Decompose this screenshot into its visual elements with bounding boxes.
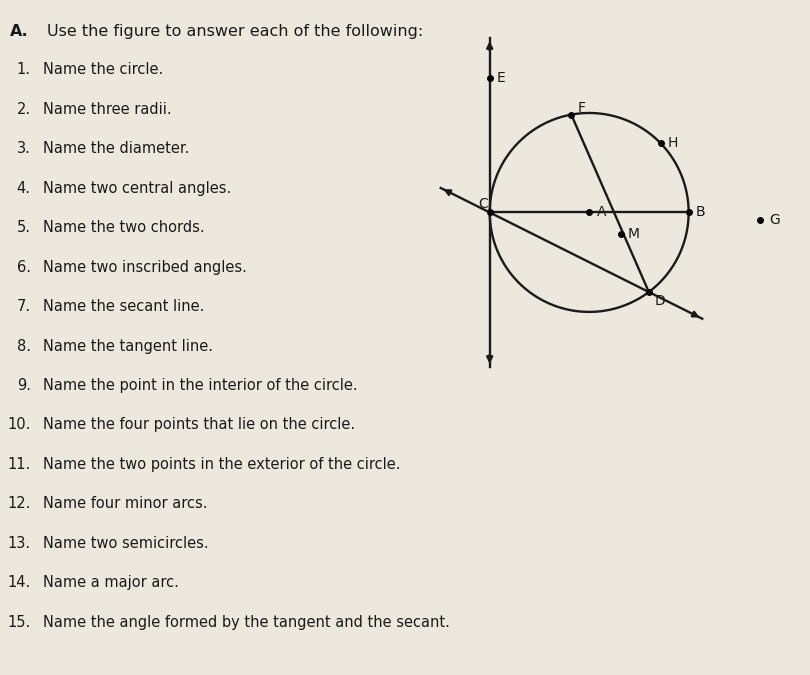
Text: B: B [696,205,706,219]
Text: D: D [654,294,666,308]
Text: Name four minor arcs.: Name four minor arcs. [43,497,207,512]
Text: 11.: 11. [7,457,31,472]
Text: Name two central angles.: Name two central angles. [43,181,231,196]
Text: 13.: 13. [7,536,31,551]
Text: Name a major arc.: Name a major arc. [43,575,179,591]
Text: 5.: 5. [17,220,31,235]
Text: Name two semicircles.: Name two semicircles. [43,536,208,551]
Text: Use the figure to answer each of the following:: Use the figure to answer each of the fol… [47,24,424,39]
Text: Name the tangent line.: Name the tangent line. [43,339,213,354]
Text: 3.: 3. [17,141,31,156]
Text: A.: A. [10,24,28,39]
Text: 4.: 4. [17,181,31,196]
Text: Name the angle formed by the tangent and the secant.: Name the angle formed by the tangent and… [43,615,450,630]
Text: C: C [478,198,488,211]
Text: 15.: 15. [7,615,31,630]
Text: E: E [497,71,505,85]
Text: Name three radii.: Name three radii. [43,101,172,117]
Text: 14.: 14. [7,575,31,591]
Text: 2.: 2. [17,101,31,117]
Text: 8.: 8. [17,339,31,354]
Text: 6.: 6. [17,260,31,275]
Text: Name the two chords.: Name the two chords. [43,220,205,235]
Text: Name the diameter.: Name the diameter. [43,141,190,156]
Text: 12.: 12. [7,497,31,512]
Text: A: A [597,205,607,219]
Text: 7.: 7. [17,299,31,314]
Text: Name the four points that lie on the circle.: Name the four points that lie on the cir… [43,417,355,433]
Text: 9.: 9. [17,378,31,393]
Text: 10.: 10. [7,417,31,433]
Text: M: M [628,227,640,242]
Text: G: G [770,213,780,227]
Text: Name two inscribed angles.: Name two inscribed angles. [43,260,247,275]
Text: Name the point in the interior of the circle.: Name the point in the interior of the ci… [43,378,357,393]
Text: F: F [578,101,586,115]
Text: 1.: 1. [17,62,31,77]
Text: Name the secant line.: Name the secant line. [43,299,204,314]
Text: H: H [667,136,678,151]
Text: Name the two points in the exterior of the circle.: Name the two points in the exterior of t… [43,457,400,472]
Text: Name the circle.: Name the circle. [43,62,163,77]
